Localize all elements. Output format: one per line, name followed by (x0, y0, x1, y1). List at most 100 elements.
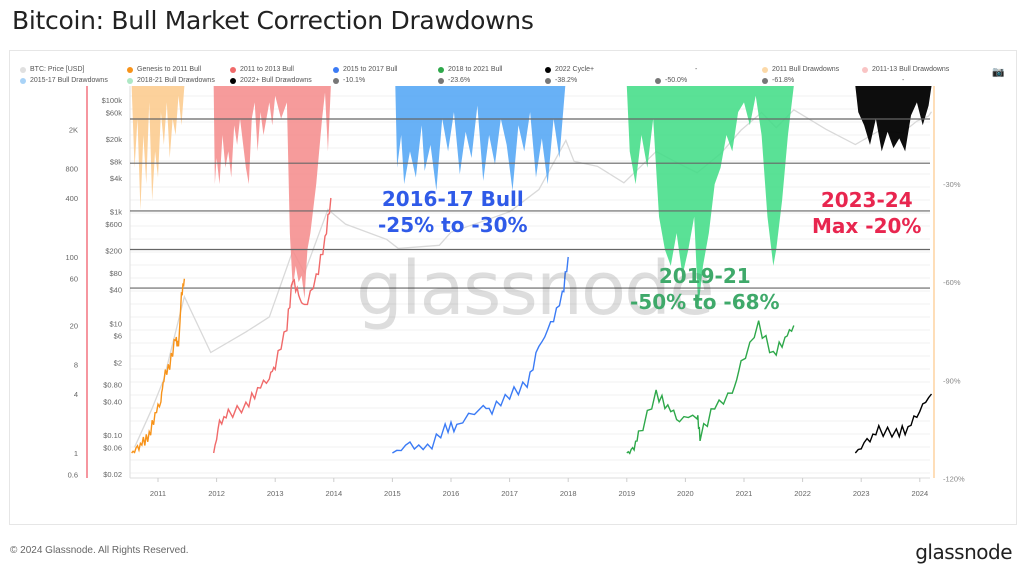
page-title: Bitcoin: Bull Market Correction Drawdown… (12, 6, 534, 35)
x-tick-label: 2022 (794, 489, 811, 498)
btc-price-line (133, 109, 933, 448)
annotation-2016-17-line2: -25% to -30% (378, 213, 528, 237)
camera-icon[interactable]: 📷 (992, 67, 1005, 78)
legend-item[interactable]: - (902, 77, 904, 84)
x-tick-label: 2016 (443, 489, 460, 498)
annotation-2019-21: 2019-21 -50% to -68% (630, 263, 780, 315)
legend-item[interactable]: -61.8% (762, 77, 794, 84)
x-tick-label: 2015 (384, 489, 401, 498)
legend-item[interactable]: - (695, 66, 697, 73)
legend-dot-icon (438, 77, 444, 84)
x-tick-label: 2012 (208, 489, 225, 498)
price-tick-label: $0.40 (103, 397, 122, 406)
x-tick-label: 2024 (911, 489, 928, 498)
price-tick-label: $1k (110, 208, 122, 217)
price-tick-label: $4k (110, 174, 122, 183)
legend-dot-icon (762, 66, 768, 73)
price-tick-label: $2 (114, 358, 122, 367)
drawdown-tick-label: -90% (943, 376, 961, 385)
legend-label: 2011-13 Bull Drawdowns (872, 66, 950, 73)
annotation-2016-17: 2016-17 Bull -25% to -30% (378, 186, 528, 238)
legend-dot-icon (655, 77, 661, 84)
legend-dot-icon (762, 77, 768, 84)
cycle-line-4 (854, 393, 933, 454)
drawdown-area-3 (626, 86, 794, 309)
legend-item[interactable]: -23.6% (438, 77, 470, 84)
price-tick-label: $8k (110, 157, 122, 166)
drawdown-area-1 (213, 86, 331, 299)
legend-item[interactable]: 2015 to 2017 Bull (333, 66, 398, 73)
watermark: glassnode (356, 246, 715, 332)
legend-label: 2015 to 2017 Bull (343, 66, 398, 73)
legend-dot-icon (545, 66, 551, 73)
legend-item[interactable]: -10.1% (333, 77, 365, 84)
cycle-line-3 (626, 320, 795, 455)
price-tick-label: $0.06 (103, 443, 122, 452)
price-tick-label: $600 (105, 220, 122, 229)
legend-item[interactable]: 2022+ Bull Drawdowns (230, 77, 312, 84)
legend-item[interactable]: 2022 Cycle+ (545, 66, 594, 73)
legend-label: -61.8% (772, 77, 795, 84)
legend-item[interactable]: 2018-21 Bull Drawdowns (127, 77, 215, 84)
legend-item[interactable]: 2018 to 2021 Bull (438, 66, 503, 73)
legend-item[interactable]: -38.2% (545, 77, 577, 84)
drawdown-tick-label: -120% (943, 474, 965, 483)
legend-dot-icon (230, 77, 236, 84)
multiple-tick-label: 100 (65, 253, 78, 262)
legend-dot-icon (127, 77, 133, 84)
cycle-line-1 (212, 197, 332, 454)
legend-dot-icon (333, 77, 339, 84)
multiple-tick-label: 800 (65, 164, 78, 173)
x-tick-label: 2018 (560, 489, 577, 498)
price-tick-label: $20k (106, 135, 123, 144)
legend-label: Genesis to 2011 Bull (137, 66, 202, 73)
legend-dot-icon (438, 66, 444, 73)
legend-label: -38.2% (555, 77, 578, 84)
legend-label: BTC: Price [USD] (30, 66, 85, 73)
price-tick-label: $60k (106, 109, 123, 118)
x-tick-label: 2014 (325, 489, 342, 498)
price-tick-label: $0.80 (103, 381, 122, 390)
price-tick-label: $200 (105, 247, 122, 256)
legend-label: -50.0% (665, 77, 688, 84)
price-tick-label: $0.02 (103, 470, 122, 479)
multiple-tick-label: 8 (74, 360, 78, 369)
multiple-tick-label: 4 (74, 390, 78, 399)
annotation-2016-17-line1: 2016-17 Bull (381, 187, 524, 211)
annotation-2023-24: 2023-24 Max -20% (812, 187, 921, 239)
x-tick-label: 2023 (853, 489, 870, 498)
legend-label: 2022+ Bull Drawdowns (240, 77, 312, 84)
price-tick-label: $40 (109, 286, 122, 295)
legend-dot-icon (127, 66, 133, 73)
legend-item[interactable]: Genesis to 2011 Bull (127, 66, 201, 73)
legend-dot-icon (20, 66, 26, 73)
legend-item[interactable]: -50.0% (655, 77, 687, 84)
copyright: © 2024 Glassnode. All Rights Reserved. (10, 545, 189, 556)
annotation-2019-21-line2: -50% to -68% (630, 290, 780, 314)
legend-label: 2015-17 Bull Drawdowns (30, 77, 108, 84)
annotation-2023-24-line1: 2023-24 (820, 188, 913, 212)
annotation-2019-21-line1: 2019-21 (658, 264, 751, 288)
multiple-tick-label: 1 (74, 449, 78, 458)
legend-label: -10.1% (343, 77, 366, 84)
x-tick-label: 2017 (501, 489, 518, 498)
legend-item[interactable]: 2015-17 Bull Drawdowns (20, 77, 108, 84)
drawdown-area-0 (131, 86, 185, 211)
legend-item[interactable]: 2011-13 Bull Drawdowns (862, 66, 949, 73)
legend-dot-icon (333, 66, 339, 73)
legend-item[interactable]: BTC: Price [USD] (20, 66, 84, 73)
drawdown-tick-label: -60% (943, 278, 961, 287)
x-tick-label: 2011 (150, 489, 166, 498)
legend-dot-icon (862, 66, 868, 73)
cycle-line-0 (131, 278, 186, 454)
chart-panel (9, 50, 1017, 525)
legend-label: 2011 Bull Drawdowns (772, 66, 840, 73)
price-tick-label: $0.10 (103, 431, 122, 440)
cycle-line-2 (392, 256, 569, 454)
multiple-tick-label: 400 (65, 194, 78, 203)
price-tick-label: $100k (102, 96, 123, 105)
legend-item[interactable]: 2011 to 2013 Bull (230, 66, 294, 73)
legend-label: - (695, 66, 698, 73)
legend-item[interactable]: 2011 Bull Drawdowns (762, 66, 839, 73)
